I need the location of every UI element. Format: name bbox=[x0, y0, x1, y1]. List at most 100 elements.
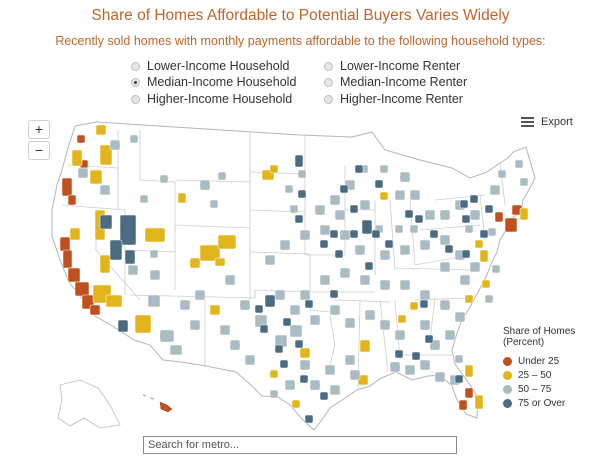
radio-median-income-household[interactable] bbox=[131, 77, 140, 87]
metro-area[interactable] bbox=[119, 214, 137, 246]
metro-area[interactable] bbox=[371, 229, 381, 239]
search-metro-input[interactable] bbox=[143, 436, 457, 454]
metro-area[interactable] bbox=[299, 359, 311, 371]
metro-area[interactable] bbox=[397, 314, 407, 324]
metro-area[interactable] bbox=[429, 229, 439, 239]
metro-area[interactable] bbox=[299, 347, 311, 359]
metro-area[interactable] bbox=[469, 194, 479, 204]
metro-area[interactable] bbox=[297, 189, 307, 199]
metro-area[interactable] bbox=[434, 371, 446, 383]
metro-area[interactable] bbox=[409, 224, 419, 234]
radio-lower-income-renter[interactable] bbox=[324, 61, 333, 71]
metro-area[interactable] bbox=[364, 309, 376, 321]
metro-area[interactable] bbox=[189, 257, 201, 269]
metro-area[interactable] bbox=[71, 149, 83, 167]
metro-area[interactable] bbox=[399, 244, 411, 256]
metro-area[interactable] bbox=[299, 374, 309, 384]
metro-area[interactable] bbox=[244, 354, 256, 366]
legend-item-50-75[interactable]: 50 – 75 bbox=[503, 382, 575, 396]
metro-area[interactable] bbox=[199, 244, 221, 262]
radio-higher-income-household[interactable] bbox=[131, 94, 140, 104]
metro-area[interactable] bbox=[384, 239, 394, 249]
metro-area[interactable] bbox=[229, 339, 241, 351]
metro-area[interactable] bbox=[224, 274, 236, 286]
radio-higher-income-renter[interactable] bbox=[324, 94, 333, 104]
metro-area[interactable] bbox=[109, 239, 123, 261]
metro-area[interactable] bbox=[514, 159, 524, 169]
metro-area[interactable] bbox=[479, 249, 489, 263]
metro-area[interactable] bbox=[324, 364, 336, 376]
metro-area[interactable] bbox=[504, 217, 518, 233]
metro-area[interactable] bbox=[299, 229, 311, 241]
metro-area[interactable] bbox=[444, 329, 456, 341]
metro-area[interactable] bbox=[439, 209, 451, 221]
metro-area[interactable] bbox=[359, 274, 371, 286]
metro-area[interactable] bbox=[379, 279, 391, 291]
metro-area[interactable] bbox=[464, 224, 474, 234]
metro-area[interactable] bbox=[459, 199, 469, 209]
metro-area[interactable] bbox=[379, 191, 389, 201]
metro-area[interactable] bbox=[379, 164, 389, 174]
metro-area[interactable] bbox=[254, 304, 264, 314]
metro-area[interactable] bbox=[149, 249, 159, 259]
metro-area[interactable] bbox=[404, 209, 414, 219]
metro-area[interactable] bbox=[459, 274, 471, 286]
metro-area[interactable] bbox=[61, 177, 73, 197]
metro-area[interactable] bbox=[319, 224, 331, 236]
zoom-out-button[interactable]: − bbox=[28, 141, 50, 160]
metro-area[interactable] bbox=[309, 314, 321, 326]
metro-area[interactable] bbox=[217, 171, 227, 181]
legend-item-75-or-over[interactable]: 75 or Over bbox=[503, 396, 575, 410]
metro-area[interactable] bbox=[214, 257, 226, 267]
metro-area[interactable] bbox=[209, 199, 219, 209]
metro-area[interactable] bbox=[217, 234, 237, 250]
metro-area[interactable] bbox=[454, 311, 466, 323]
metro-area[interactable] bbox=[344, 317, 356, 329]
metro-area[interactable] bbox=[294, 154, 304, 168]
metro-area[interactable] bbox=[439, 234, 451, 246]
metro-area[interactable] bbox=[454, 374, 464, 384]
metro-area[interactable] bbox=[474, 239, 484, 249]
metro-area[interactable] bbox=[419, 239, 431, 251]
metro-area[interactable] bbox=[329, 229, 339, 239]
metro-area[interactable] bbox=[419, 289, 431, 301]
metro-area[interactable] bbox=[474, 394, 484, 410]
metro-area[interactable] bbox=[439, 261, 451, 273]
metro-area[interactable] bbox=[284, 379, 296, 391]
metro-area[interactable] bbox=[284, 184, 294, 194]
metro-area[interactable] bbox=[409, 301, 419, 311]
metro-area[interactable] bbox=[349, 229, 359, 239]
metro-area[interactable] bbox=[349, 204, 359, 214]
metro-area[interactable] bbox=[269, 369, 279, 379]
metro-area[interactable] bbox=[194, 289, 206, 301]
metro-area[interactable] bbox=[491, 264, 501, 274]
option-higher-income-household[interactable]: Higher-Income Household bbox=[131, 92, 292, 106]
metro-area[interactable] bbox=[279, 359, 289, 369]
metro-area[interactable] bbox=[74, 281, 90, 297]
metro-area[interactable] bbox=[414, 214, 424, 224]
metro-area[interactable] bbox=[124, 249, 136, 265]
metro-area[interactable] bbox=[469, 209, 481, 221]
metro-area[interactable] bbox=[289, 324, 303, 338]
metro-area[interactable] bbox=[95, 124, 107, 136]
metro-area[interactable] bbox=[219, 324, 231, 336]
metro-area[interactable] bbox=[344, 354, 356, 366]
metro-area[interactable] bbox=[199, 179, 211, 191]
metro-area[interactable] bbox=[149, 269, 161, 281]
metro-area[interactable] bbox=[159, 174, 169, 184]
metro-area[interactable] bbox=[497, 169, 507, 179]
metro-area[interactable] bbox=[144, 227, 166, 243]
option-lower-income-household[interactable]: Lower-Income Household bbox=[131, 59, 289, 73]
metro-area[interactable] bbox=[439, 299, 451, 311]
metro-area[interactable] bbox=[419, 319, 431, 331]
metro-area[interactable] bbox=[419, 299, 429, 309]
metro-area[interactable] bbox=[77, 167, 89, 179]
metro-area[interactable] bbox=[129, 134, 139, 144]
metro-area[interactable] bbox=[67, 194, 77, 206]
metro-area[interactable] bbox=[519, 207, 529, 221]
legend-item-under-25[interactable]: Under 25 bbox=[503, 354, 575, 368]
metro-area[interactable] bbox=[484, 204, 494, 214]
metro-area[interactable] bbox=[274, 289, 286, 301]
metro-area[interactable] bbox=[117, 319, 129, 333]
metro-area[interactable] bbox=[461, 249, 471, 259]
